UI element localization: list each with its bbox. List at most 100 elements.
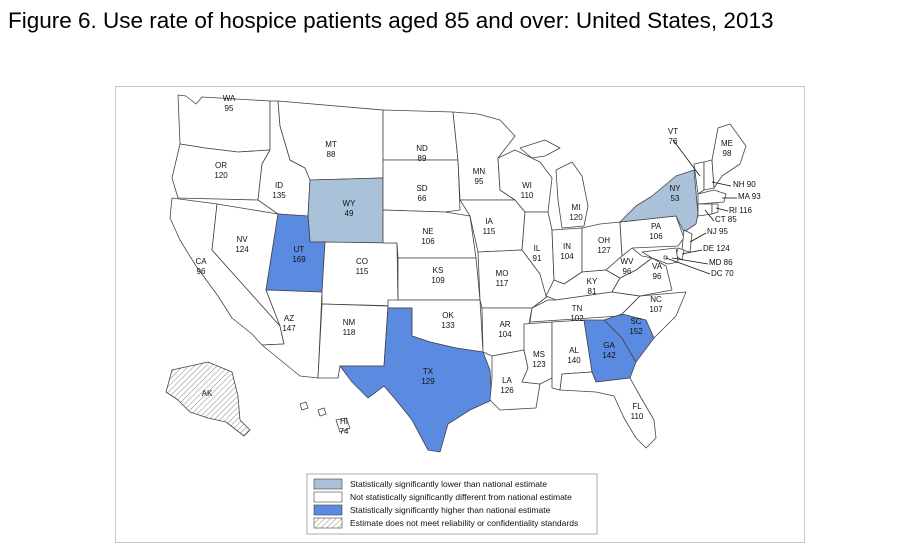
state-abbr-MN: MN [473, 167, 486, 176]
state-label-DC: DC 70 [711, 269, 734, 278]
state-value-AL: 140 [567, 356, 581, 365]
state-value-NC: 107 [649, 305, 663, 314]
state-MD [641, 247, 679, 265]
state-label-DE: DE 124 [703, 244, 730, 253]
state-abbr-TN: TN [572, 304, 583, 313]
leader-lines [665, 139, 737, 275]
state-abbr-KY: KY [587, 277, 598, 286]
state-abbr-WI: WI [522, 181, 532, 190]
state-abbr-NV: NV [236, 235, 248, 244]
state-abbr-AZ: AZ [284, 314, 294, 323]
state-value-NE: 106 [421, 237, 435, 246]
state-value-WV: 96 [623, 267, 632, 276]
state-value-NV: 124 [235, 245, 249, 254]
state-abbr-ID: ID [275, 181, 283, 190]
state-abbr-NY: NY [669, 184, 681, 193]
state-NC [619, 291, 687, 339]
state-value-NY: 53 [671, 194, 680, 203]
state-abbr-AK: AK [202, 389, 213, 398]
state-value-NM: 118 [343, 328, 356, 337]
state-abbr-OH: OH [598, 236, 610, 245]
state-value-OR: 120 [214, 171, 228, 180]
state-value-WI: 110 [521, 191, 534, 200]
state-abbr-AL: AL [569, 346, 579, 355]
state-value-AZ: 147 [282, 324, 296, 333]
state-abbr-HI: HI [340, 417, 348, 426]
state-abbr-FL: FL [632, 402, 642, 411]
state-abbr-UT: UT [294, 245, 305, 254]
state-value-PA: 106 [649, 232, 663, 241]
state-abbr-WV: WV [621, 257, 635, 266]
state-abbr-IA: IA [485, 217, 493, 226]
state-value-HI: 74 [340, 427, 349, 436]
state-value-MI: 120 [569, 213, 583, 222]
state-NJ [681, 229, 693, 253]
state-abbr-value-DE: DE 124 [703, 244, 730, 253]
legend-label-not-significant: Not statistically significantly differen… [350, 492, 572, 502]
state-abbr-value-MD: MD 86 [709, 258, 733, 267]
legend-swatch-lower [313, 478, 343, 490]
state-abbr-CA: CA [195, 257, 207, 266]
figure-title: Figure 6. Use rate of hospice patients a… [8, 8, 774, 33]
state-value-MT: 88 [327, 150, 336, 159]
state-value-MS: 123 [532, 360, 546, 369]
state-abbr-KS: KS [433, 266, 444, 275]
legend-swatch-not-significant [313, 491, 343, 503]
state-value-VA: 96 [653, 272, 662, 281]
state-value-VT: 76 [669, 137, 678, 146]
state-abbr-VA: VA [652, 262, 663, 271]
state-abbr-SD: SD [416, 184, 427, 193]
state-value-TX: 129 [421, 377, 435, 386]
state-value-LA: 126 [500, 386, 514, 395]
state-HI [299, 401, 309, 411]
state-label-AK: AK [202, 389, 213, 398]
state-abbr-ND: ND [416, 144, 428, 153]
state-abbr-OR: OR [215, 161, 227, 170]
state-abbr-MT: MT [325, 140, 337, 149]
state-abbr-NM: NM [343, 318, 356, 327]
state-value-GA: 142 [602, 351, 616, 360]
state-MI [555, 161, 589, 229]
state-abbr-IN: IN [563, 242, 571, 251]
state-label-CT: CT 85 [715, 215, 737, 224]
state-value-ND: 89 [418, 154, 427, 163]
state-HI-2 [317, 407, 327, 417]
state-value-KS: 109 [431, 276, 445, 285]
state-abbr-OK: OK [442, 311, 454, 320]
state-value-IN: 104 [560, 252, 574, 261]
state-value-FL: 110 [631, 412, 644, 421]
state-labels: WA95OR120CA96NV124ID135MT88WY49UT169AZ14… [195, 94, 761, 436]
state-abbr-WA: WA [223, 94, 236, 103]
state-HI-3 [335, 417, 351, 433]
legend-label-higher: Statistically significantly higher than … [350, 505, 551, 515]
state-NY [619, 169, 699, 233]
state-abbr-LA: LA [502, 376, 512, 385]
state-value-ME: 98 [723, 149, 732, 158]
state-abbr-NE: NE [422, 227, 433, 236]
state-label-NH: NH 90 [733, 180, 756, 189]
